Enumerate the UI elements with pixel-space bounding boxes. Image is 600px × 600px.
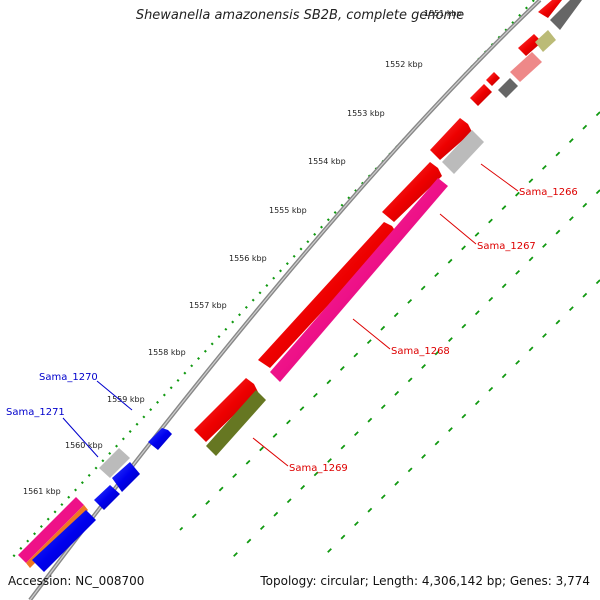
gene-red-small-a[interactable] <box>486 72 500 86</box>
inner-tick-line-3 <box>319 279 600 561</box>
gene-darkgrey-top[interactable] <box>550 0 582 30</box>
label-sama-1269[interactable]: Sama_1269 <box>289 463 348 474</box>
callout-line-1270 <box>96 380 133 411</box>
backbone <box>28 0 542 600</box>
gene-blue-2[interactable] <box>112 462 140 492</box>
callout-line-1271 <box>62 417 99 458</box>
kbp-label-1555: 1555 kbp <box>269 206 307 215</box>
gene-red-1269[interactable] <box>194 378 258 442</box>
callout-line-1268 <box>352 318 391 350</box>
gene-magenta-1271[interactable] <box>18 497 84 563</box>
gene-red-top-1[interactable] <box>538 0 562 18</box>
gene-blue-large[interactable] <box>32 510 96 572</box>
callout-line-1269 <box>252 437 289 467</box>
callout-line-1266 <box>480 163 519 192</box>
kbp-label-1559: 1559 kbp <box>107 395 145 404</box>
kbp-label-1552: 1552 kbp <box>385 60 423 69</box>
accession-text: Accession: NC_008700 <box>8 574 145 588</box>
gene-red-1266[interactable] <box>430 118 472 160</box>
gene-pink[interactable] <box>510 52 542 82</box>
gene-red-1268[interactable] <box>258 222 396 368</box>
topology-summary: Topology: circular; Length: 4,306,142 bp… <box>260 574 590 588</box>
kbp-label-1557: 1557 kbp <box>189 301 227 310</box>
gene-magenta-1268[interactable] <box>270 178 448 382</box>
gene-blue-3[interactable] <box>94 485 120 510</box>
callout-line-1267 <box>439 213 477 245</box>
gene-red-small-b[interactable] <box>470 84 492 106</box>
label-sama-1270[interactable]: Sama_1270 <box>39 372 98 383</box>
gene-olive-1269[interactable] <box>206 390 266 456</box>
gene-grey-small-1[interactable] <box>99 448 130 478</box>
kbp-label-1551: 1551 kbp <box>424 9 462 18</box>
kbp-label-1553: 1553 kbp <box>347 109 385 118</box>
kbp-label-1560: 1560 kbp <box>65 441 103 450</box>
kbp-label-1558: 1558 kbp <box>148 348 186 357</box>
gene-darkgrey-small[interactable] <box>498 78 518 98</box>
label-sama-1267[interactable]: Sama_1267 <box>477 241 536 252</box>
map-title: Shewanella amazonensis SB2B, complete ge… <box>135 8 465 23</box>
label-sama-1271[interactable]: Sama_1271 <box>6 407 65 418</box>
gene-red-top-2[interactable] <box>518 34 542 56</box>
kbp-label-1556: 1556 kbp <box>229 254 267 263</box>
kbp-label-1561: 1561 kbp <box>23 487 61 496</box>
gene-grey-1266[interactable] <box>442 130 484 174</box>
gene-red-1267[interactable] <box>382 162 442 222</box>
gene-blue-1270[interactable] <box>148 428 172 450</box>
kbp-label-1554: 1554 kbp <box>308 157 346 166</box>
label-sama-1268[interactable]: Sama_1268 <box>391 346 450 357</box>
gene-khaki[interactable] <box>535 30 556 52</box>
backbone-highlight <box>29 0 541 600</box>
label-sama-1266[interactable]: Sama_1266 <box>519 187 578 198</box>
inner-tick-line-1 <box>179 111 600 531</box>
